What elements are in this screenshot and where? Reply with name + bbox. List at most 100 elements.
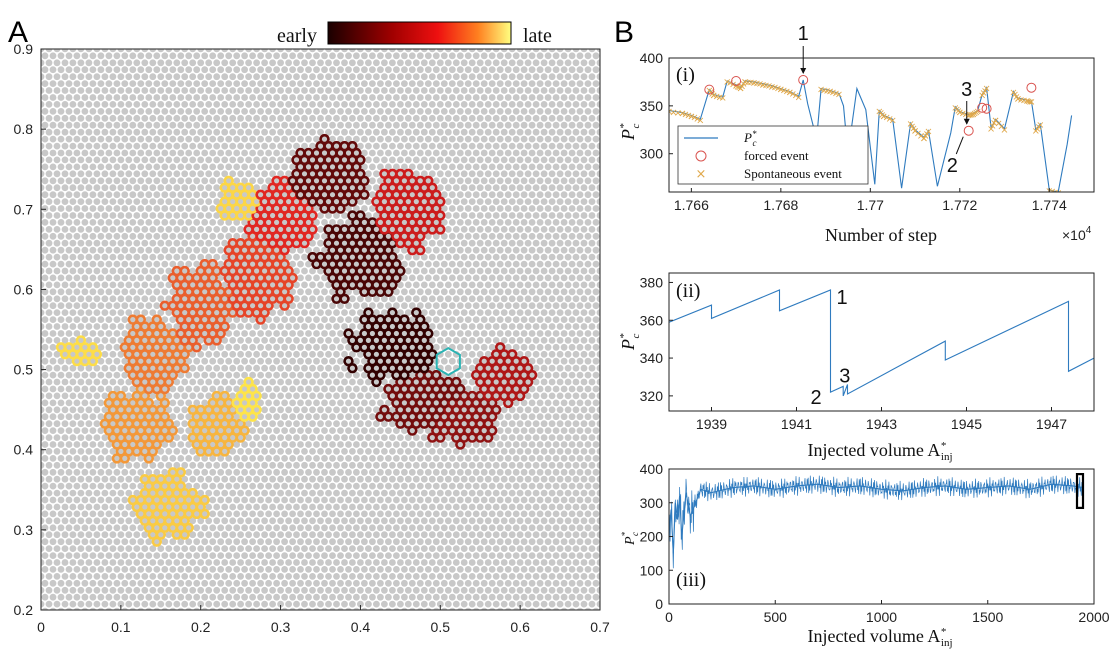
grain (205, 461, 213, 469)
grain (229, 531, 237, 539)
grain (85, 337, 93, 344)
grain (249, 163, 256, 171)
grain (189, 364, 197, 372)
grain (325, 281, 332, 289)
grain (544, 205, 552, 212)
grain (245, 559, 253, 566)
grain (428, 531, 436, 539)
grain (468, 142, 476, 150)
grain (369, 108, 376, 115)
grain (293, 531, 300, 539)
grain (373, 461, 380, 469)
grain (596, 586, 600, 594)
grain (257, 538, 264, 546)
grain (157, 559, 165, 566)
grain (480, 246, 488, 254)
grain (86, 615, 93, 622)
grain (496, 219, 504, 226)
grain (476, 586, 484, 594)
grain (484, 253, 492, 261)
grain (61, 281, 69, 289)
grain (520, 399, 528, 407)
grain (173, 59, 181, 67)
grain (253, 73, 260, 81)
grain (85, 531, 93, 539)
grain (592, 66, 600, 74)
grain (420, 475, 428, 483)
grain (241, 66, 249, 74)
grain (249, 552, 256, 559)
grain (185, 135, 193, 143)
grain (468, 378, 476, 386)
grain (325, 489, 332, 497)
grain (548, 114, 556, 122)
grain (293, 49, 300, 53)
grain (548, 378, 556, 386)
grain (345, 524, 352, 532)
grain (588, 420, 596, 428)
grain (448, 80, 456, 87)
grain (329, 219, 336, 226)
grain (289, 288, 296, 296)
grain (325, 295, 332, 303)
grain (109, 128, 117, 136)
grain (89, 288, 97, 296)
grain (177, 607, 185, 610)
grain (61, 517, 69, 525)
grain (121, 246, 129, 254)
grain (480, 524, 488, 532)
grain (261, 448, 268, 455)
grain (62, 615, 69, 622)
grain (117, 267, 125, 275)
grain (49, 274, 57, 282)
grain (153, 302, 161, 310)
grain (41, 475, 45, 483)
grain (424, 593, 432, 601)
grain (65, 427, 73, 434)
grain (125, 309, 133, 316)
grain (377, 579, 384, 587)
grain (49, 121, 57, 129)
grain (496, 191, 504, 199)
grain (584, 66, 592, 74)
grain (601, 538, 608, 545)
grain (357, 128, 364, 136)
grain (496, 316, 504, 323)
grain (53, 49, 61, 53)
grain (401, 566, 408, 573)
grain (89, 496, 97, 504)
grain (373, 170, 380, 178)
grain (321, 288, 328, 296)
grain (197, 212, 205, 219)
grain (516, 350, 524, 358)
grain (580, 323, 588, 330)
grain (93, 489, 101, 497)
grain (448, 232, 456, 240)
grain (233, 552, 241, 559)
grain (201, 607, 208, 610)
grain (596, 281, 600, 289)
grain (313, 441, 320, 448)
grain (556, 531, 564, 539)
grain (556, 253, 564, 261)
grain (401, 108, 408, 115)
grain (197, 350, 205, 358)
grain (536, 232, 544, 240)
grain (369, 524, 376, 532)
grain (456, 246, 464, 254)
grain (45, 114, 53, 122)
grain (89, 163, 97, 171)
grain (113, 149, 121, 157)
grain (424, 538, 432, 546)
grain (305, 343, 312, 351)
grain (65, 496, 73, 504)
grain (209, 205, 217, 212)
grain (289, 80, 296, 87)
grain (520, 274, 528, 282)
grain (476, 212, 484, 219)
grain (253, 517, 260, 525)
grain (97, 579, 105, 587)
grain (221, 461, 229, 469)
grain (81, 219, 89, 226)
grain (169, 593, 177, 601)
